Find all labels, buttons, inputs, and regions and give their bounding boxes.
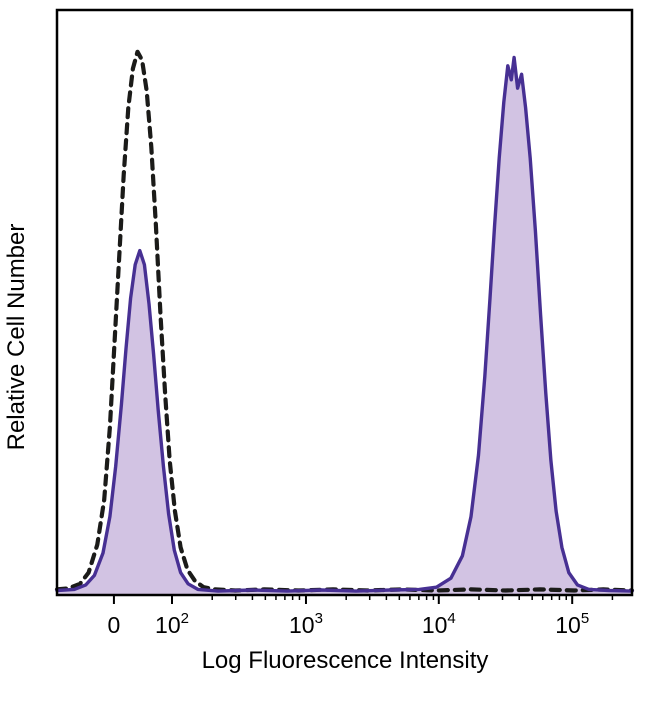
series-stained-sample-fill <box>57 57 632 595</box>
x-axis-label: Log Fluorescence Intensity <box>202 647 489 674</box>
x-tick-label: 102 <box>155 610 189 638</box>
y-axis-label: Relative Cell Number <box>3 224 30 451</box>
x-tick-label: 105 <box>555 610 589 638</box>
plot-frame <box>55 8 634 597</box>
x-axis-ticks <box>112 595 614 604</box>
x-axis-tick-labels: 0 102 103 104 105 <box>108 610 590 638</box>
series-layer <box>54 49 635 595</box>
x-tick-label: 0 <box>108 612 121 638</box>
x-tick-label: 103 <box>289 610 323 638</box>
series-stained-sample-stroke <box>55 55 634 593</box>
x-tick-label: 104 <box>422 610 456 638</box>
